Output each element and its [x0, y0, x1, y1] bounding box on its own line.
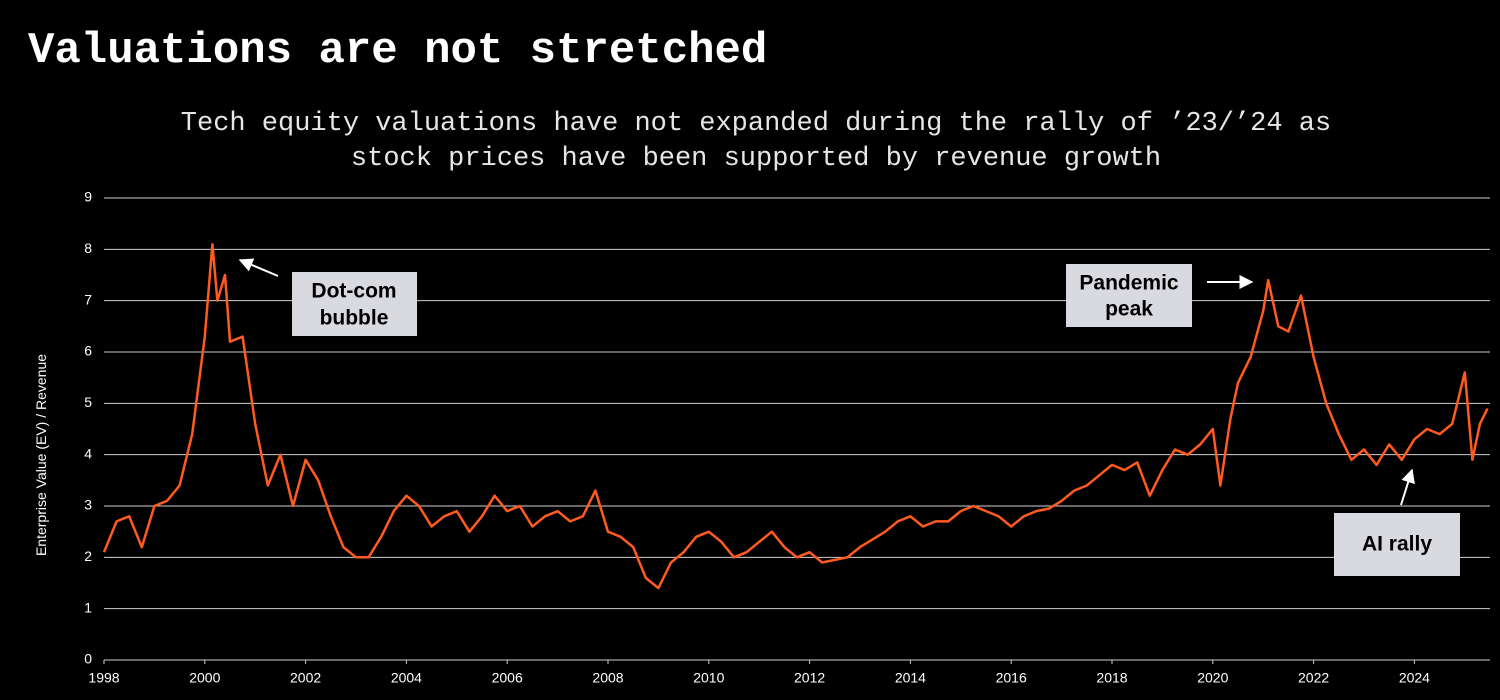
x-tick-label: 2024: [1399, 670, 1430, 686]
plot-area: 0 1 2 3 4 5 6 7 8 9 1998 2000 2002 2004 2006 2008 2010 20…: [84, 189, 1490, 686]
x-tick-label: 2006: [492, 670, 523, 686]
x-tick-label: 2022: [1298, 670, 1329, 686]
annotation-text: Pandemic: [1079, 272, 1179, 295]
annotation-box: [1334, 513, 1460, 576]
x-tick-label: 2012: [794, 670, 825, 686]
y-tick-label: 2: [84, 548, 92, 564]
y-tick-label: 9: [84, 189, 92, 205]
annotation-box: [1066, 264, 1192, 327]
y-axis-label: Enterprise Value (EV) / Revenue: [33, 354, 49, 556]
y-tick-label: 7: [84, 291, 92, 307]
annotation-text: Dot-com: [311, 280, 396, 303]
annotation-text: AI rally: [1362, 533, 1432, 556]
x-tick-label: 2010: [693, 670, 724, 686]
annotation-arrow: [1400, 468, 1415, 506]
x-tick-label: 2014: [895, 670, 926, 686]
x-tick-label: 2000: [189, 670, 220, 686]
x-tick-label: 2004: [391, 670, 422, 686]
x-tick-label: 2002: [290, 670, 321, 686]
y-tick-label: 1: [84, 599, 92, 615]
chart-title: Valuations are not stretched: [28, 26, 767, 76]
x-tick-label: 2020: [1197, 670, 1228, 686]
subtitle: stock prices have been supported by reve…: [351, 144, 1161, 174]
x-tick-label: 2008: [592, 670, 623, 686]
y-tick-label: 3: [84, 497, 92, 513]
annotations: Dot-com bubble Pandemic peak AI rally: [238, 258, 1460, 576]
annotation-text: bubble: [320, 307, 389, 330]
y-tick-label: 5: [84, 394, 92, 410]
annotation-arrow: [238, 258, 279, 277]
y-tick-label: 4: [84, 445, 92, 461]
annotation-text: peak: [1105, 298, 1153, 321]
line-series: [102, 242, 1489, 590]
y-tick-label: 6: [84, 343, 92, 359]
subtitle: Tech equity valuations have not expanded…: [181, 109, 1331, 139]
x-tick-label: 1998: [88, 670, 119, 686]
x-tick-label: 2016: [996, 670, 1027, 686]
x-tick-label: 2018: [1096, 670, 1127, 686]
y-tick-label: 8: [84, 240, 92, 256]
y-tick-label: 0: [84, 651, 92, 667]
annotation-box: [292, 272, 417, 336]
